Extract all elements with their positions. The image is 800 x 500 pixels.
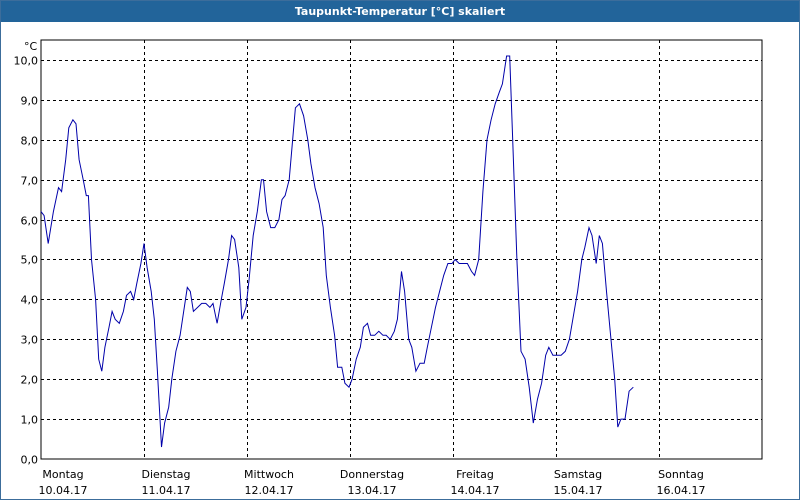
y-tick-label: 3,0 — [21, 334, 39, 347]
x-tick-day-label: Mittwoch — [244, 468, 294, 481]
x-tick-date-label: 15.04.17 — [554, 484, 603, 497]
y-tick-label: 4,0 — [21, 294, 39, 307]
x-tick-date-label: 13.04.17 — [348, 484, 397, 497]
x-tick-day-label: Sonntag — [658, 468, 704, 481]
x-tick-date-label: 12.04.17 — [245, 484, 294, 497]
x-tick-date-label: 16.04.17 — [657, 484, 706, 497]
y-axis-unit-label: °C — [24, 40, 38, 53]
dewpoint-series-line — [40, 55, 634, 448]
y-tick-label: 10,0 — [14, 55, 39, 68]
y-tick-label: 5,0 — [21, 254, 39, 267]
x-tick-day-label: Donnerstag — [340, 468, 404, 481]
y-tick-label: 6,0 — [21, 215, 39, 228]
x-tick-date-label: 11.04.17 — [142, 484, 191, 497]
y-tick-label: 2,0 — [21, 374, 39, 387]
y-tick-label: 7,0 — [21, 175, 39, 188]
plot-frame — [40, 39, 763, 460]
y-tick-label: 0,0 — [21, 454, 39, 467]
window-title: Taupunkt-Temperatur [°C] skaliert — [1, 1, 799, 22]
y-tick-label: 1,0 — [21, 414, 39, 427]
x-tick-date-label: 10.04.17 — [39, 484, 88, 497]
x-tick-day-label: Samstag — [554, 468, 602, 481]
x-tick-day-label: Freitag — [456, 468, 494, 481]
x-tick-day-label: Montag — [42, 468, 83, 481]
y-tick-label: 9,0 — [21, 95, 39, 108]
y-tick-label: 8,0 — [21, 135, 39, 148]
x-tick-day-label: Dienstag — [141, 468, 190, 481]
x-tick-date-label: 14.04.17 — [451, 484, 500, 497]
